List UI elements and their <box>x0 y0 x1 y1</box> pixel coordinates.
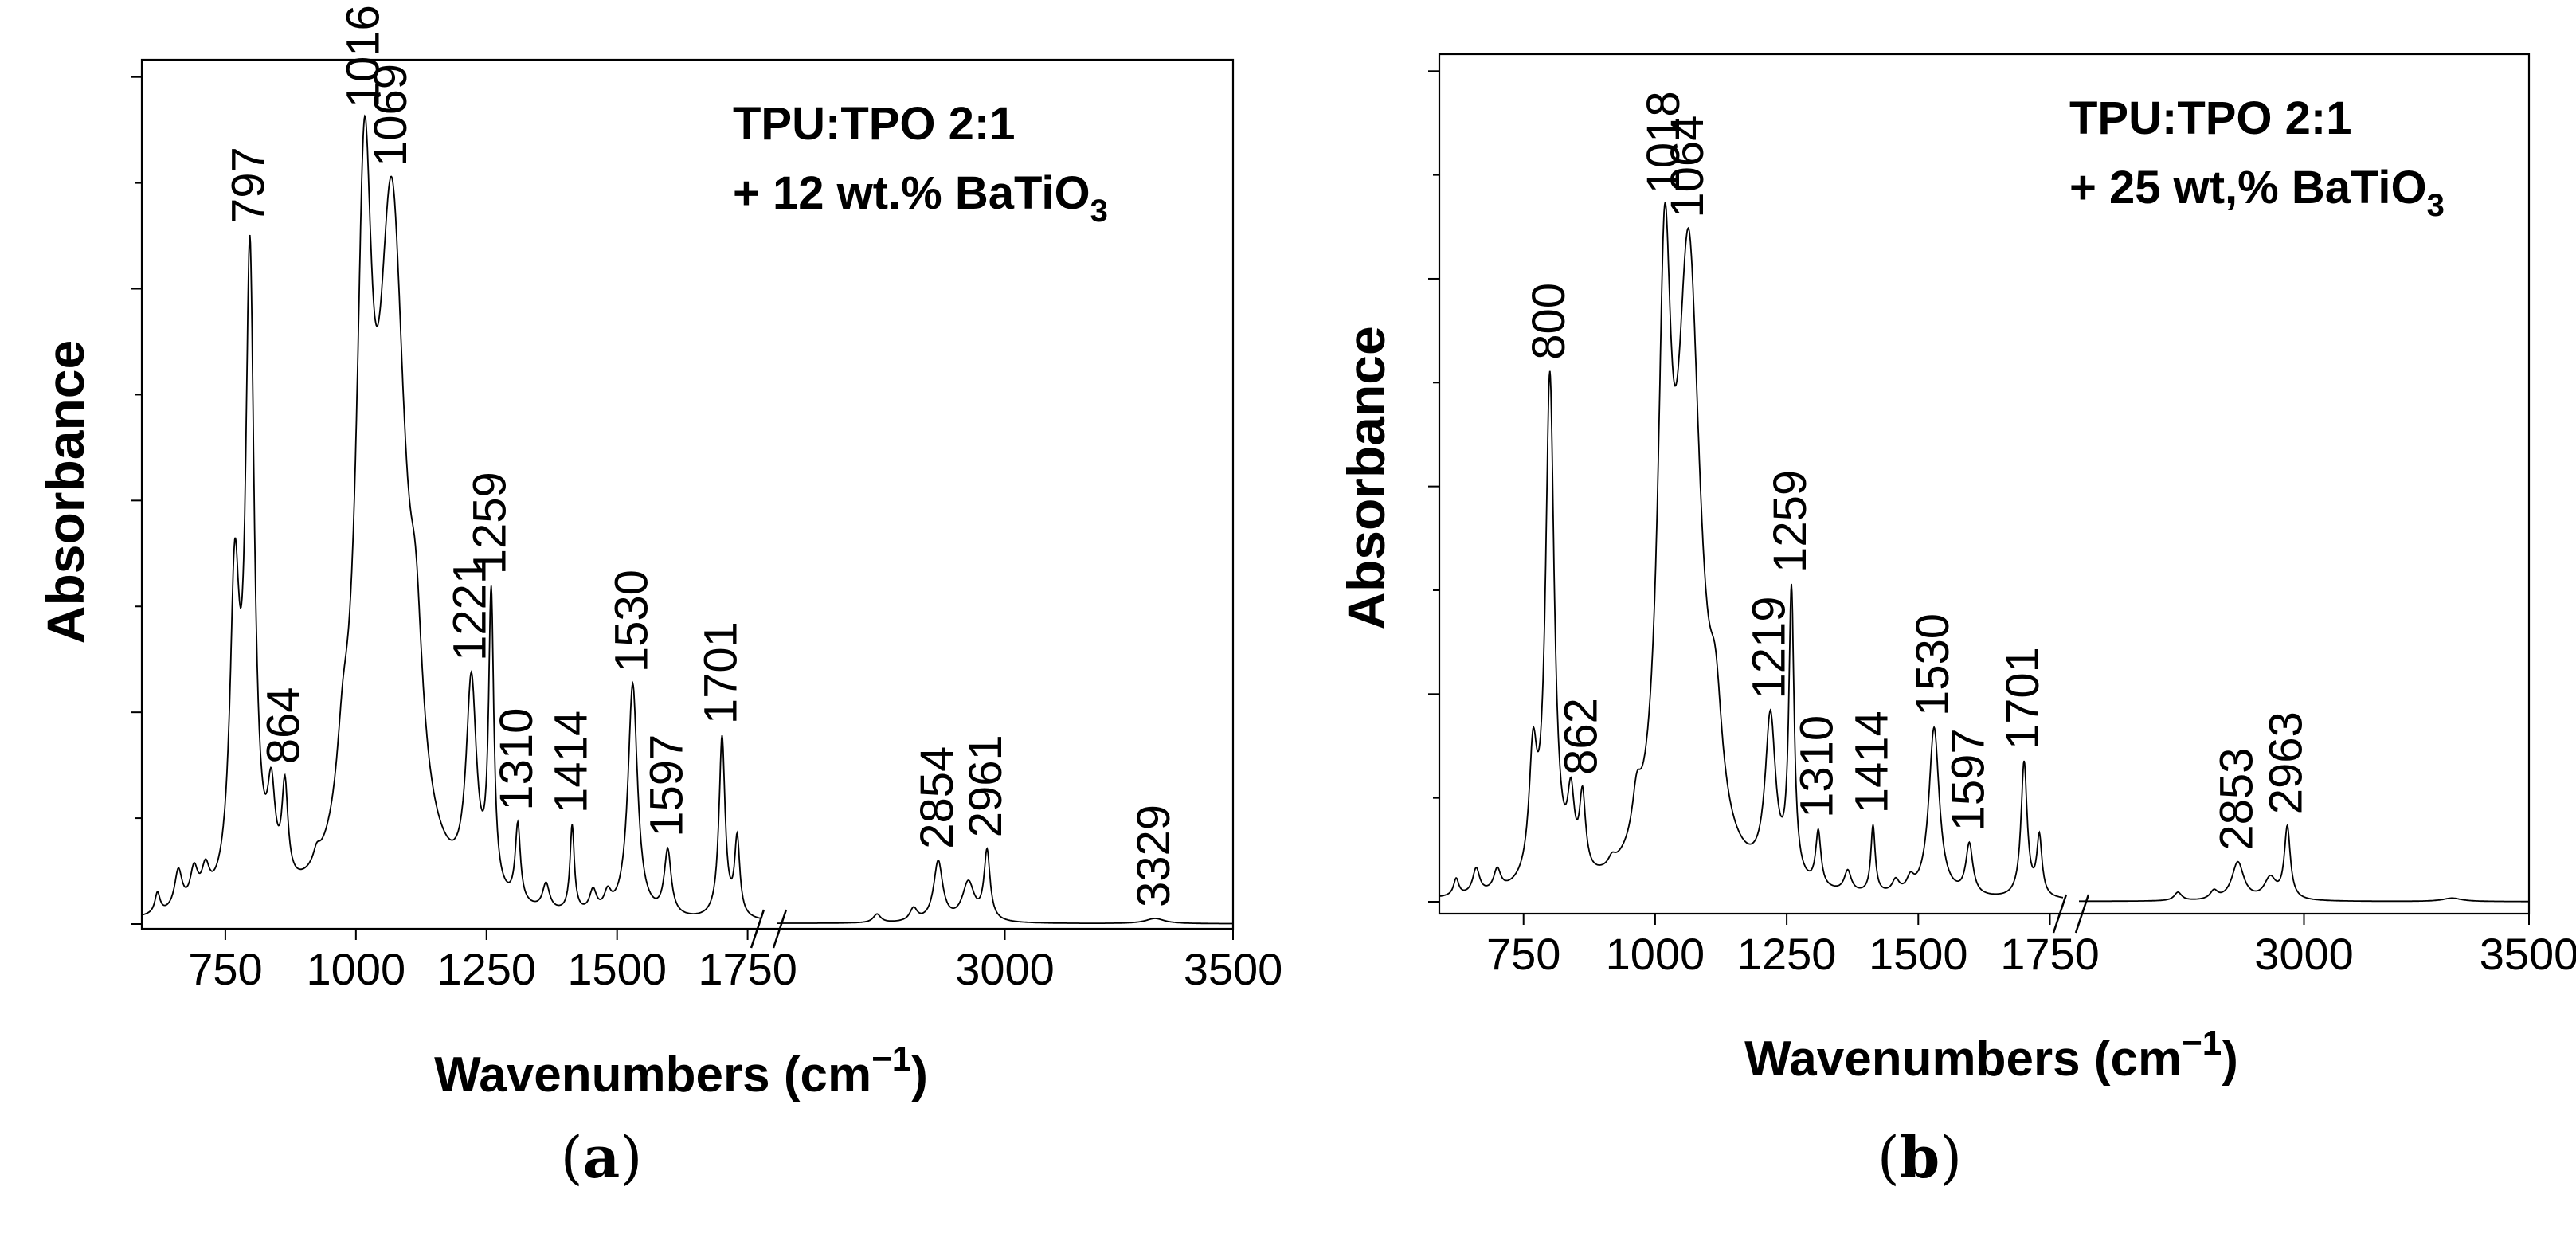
annotation-line-1: TPU:TPO 2:1 <box>2069 92 2352 144</box>
x-tick-label: 3000 <box>955 944 1055 994</box>
peak-label: 2854 <box>911 746 963 849</box>
annotation-line-2: + 25 wt,% BaTiO3 <box>2069 162 2445 223</box>
x-tick-label: 750 <box>1486 929 1560 979</box>
x-tick-label: 3500 <box>2480 929 2576 979</box>
peak-label: 797 <box>223 147 275 224</box>
y-axis-title: Absorbance <box>1337 326 1396 629</box>
peak-label: 2853 <box>2210 748 2262 851</box>
x-tick-label: 1750 <box>698 944 797 994</box>
x-tick-label: 3000 <box>2254 929 2354 979</box>
spectrum-line-segment <box>777 847 1233 925</box>
peak-label: 800 <box>1523 283 1575 360</box>
x-tick-label: 1250 <box>437 944 536 994</box>
annotation-line-1: TPU:TPO 2:1 <box>733 98 1016 150</box>
peak-label: 864 <box>258 687 310 764</box>
spectrum-line-segment <box>141 114 761 919</box>
peak-label: 1530 <box>1907 613 1959 716</box>
peak-label: 1597 <box>640 734 692 837</box>
plot-frame <box>140 58 1235 930</box>
peak-label: 1414 <box>1846 711 1897 813</box>
peak-label: 1018 <box>1638 91 1689 194</box>
chart-panel-a: 750 1000 1250 1500 1750 3000 3500 797 864 1016106… <box>36 5 1282 1102</box>
x-tick-label: 1000 <box>1606 929 1705 979</box>
peak-label: 1259 <box>1764 470 1816 573</box>
peak-label: 1310 <box>491 708 542 811</box>
peak-label: 1219 <box>1744 597 1795 699</box>
x-tick-label: 1500 <box>1869 929 1968 979</box>
x-tick-label: 1500 <box>567 944 667 994</box>
peak-label: 1016 <box>337 5 389 108</box>
peak-label: 1064 <box>1662 116 1713 218</box>
x-tick-label: 1000 <box>307 944 406 994</box>
annotation-line-2: + 12 wt.% BaTiO3 <box>733 167 1108 229</box>
peak-label: 862 <box>1556 698 1607 775</box>
peak-label: 1597 <box>1942 728 1994 831</box>
peak-label: 1221 <box>444 558 496 661</box>
peak-label: 2961 <box>960 734 1012 837</box>
peak-label: 1530 <box>605 570 657 672</box>
x-tick-label: 1250 <box>1737 929 1837 979</box>
plot-frame <box>1438 53 2531 915</box>
peak-label: 2963 <box>2261 711 2312 814</box>
x-tick-label: 1750 <box>2000 929 2100 979</box>
spectrum-line-segment <box>1439 202 2064 899</box>
axis-break-mark <box>772 909 788 949</box>
axis-break-mark <box>750 909 765 949</box>
spectrum-line-segment <box>2079 823 2529 903</box>
x-tick-label: 3500 <box>1184 944 1283 994</box>
peak-label: 1310 <box>1791 715 1843 818</box>
peak-label: 1701 <box>695 621 746 724</box>
chart-panel-b: 750 1000 1250 1500 1750 3000 3500 800 862 1018106… <box>1337 53 2576 1087</box>
x-tick-label: 750 <box>188 944 262 994</box>
panel-caption-b: (b) <box>1877 1123 1963 1191</box>
peak-label: 1069 <box>365 64 417 166</box>
panel-caption-a: (a) <box>560 1123 643 1191</box>
x-axis-title: Wavenumbers (cm−1) <box>434 1040 928 1102</box>
peak-label: 1414 <box>545 711 597 813</box>
y-axis-title: Absorbance <box>36 340 95 644</box>
peak-label: 1259 <box>464 472 516 574</box>
axis-break-mark <box>2052 894 2068 934</box>
peak-label: 3329 <box>1128 805 1180 907</box>
peak-label: 1701 <box>1997 647 2049 750</box>
x-axis-title: Wavenumbers (cm−1) <box>1744 1024 2238 1087</box>
